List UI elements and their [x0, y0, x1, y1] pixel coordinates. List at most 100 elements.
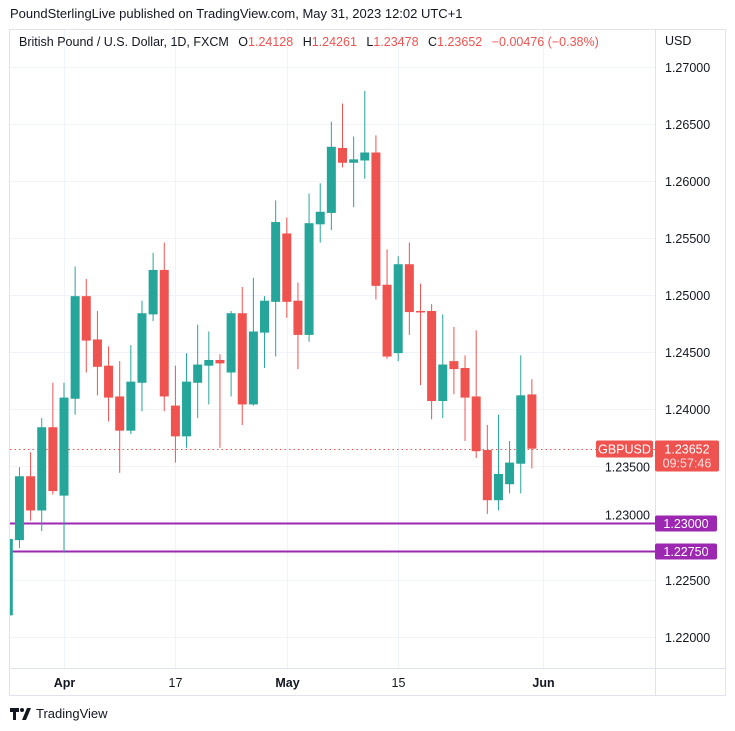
tradingview-brand[interactable]: TradingView: [36, 706, 108, 721]
candle-up[interactable]: [182, 353, 192, 448]
candle-down[interactable]: [471, 330, 481, 459]
candle-up[interactable]: [349, 136, 359, 208]
price-axis[interactable]: 1.27000 1.26500 1.26000 1.25500 1.25000 1.245…: [605, 61, 717, 645]
candle-up[interactable]: [4, 538, 13, 616]
candle-body: [104, 365, 114, 398]
candle-body: [14, 476, 24, 541]
change-value: −0.00476 (−0.38%): [491, 35, 599, 49]
candle-down[interactable]: [81, 279, 91, 373]
publish-line: PoundSterlingLive published on TradingVi…: [10, 6, 463, 21]
candle-up[interactable]: [260, 296, 270, 368]
candle-down[interactable]: [92, 310, 102, 396]
symbol-description[interactable]: British Pound / U.S. Dollar, 1D, FXCM: [19, 35, 229, 49]
candle-down[interactable]: [338, 103, 347, 168]
candle-up[interactable]: [14, 467, 24, 549]
candle-up[interactable]: [59, 382, 69, 553]
candle-up[interactable]: [315, 183, 325, 243]
candle-body: [226, 313, 236, 373]
candle-up[interactable]: [204, 331, 214, 405]
candle-up[interactable]: [226, 310, 236, 397]
candle-up[interactable]: [304, 193, 314, 342]
candle-down[interactable]: [482, 424, 492, 514]
candle-body: [37, 427, 47, 511]
candle-up[interactable]: [493, 414, 503, 511]
candle-up[interactable]: [516, 355, 526, 494]
price-tick-label: 1.27000: [665, 61, 710, 75]
candle-body: [182, 381, 192, 437]
countdown-label: 09:57:46: [663, 457, 712, 471]
close-value: 1.23652: [437, 35, 483, 49]
time-tick-label: Apr: [54, 676, 76, 690]
open-value: 1.24128: [248, 35, 294, 49]
candle-body: [382, 284, 392, 357]
candle-body: [282, 233, 292, 302]
candle-body: [26, 476, 36, 511]
footer: TradingView: [10, 706, 108, 721]
last-price-label: 1.23652: [664, 443, 709, 457]
candle-body: [260, 300, 270, 333]
time-axis[interactable]: Apr 17 May 15 Jun: [54, 676, 555, 690]
candle-down[interactable]: [382, 249, 392, 359]
candle-down[interactable]: [170, 365, 180, 463]
candle-up[interactable]: [70, 266, 80, 415]
candle-up[interactable]: [438, 314, 448, 419]
horizontal-levels[interactable]: [10, 449, 655, 553]
price-tick-label: 1.25500: [665, 232, 710, 246]
candle-down[interactable]: [282, 217, 292, 318]
candle-down[interactable]: [115, 361, 125, 473]
candle-body: [505, 462, 515, 485]
candle-up[interactable]: [148, 252, 158, 322]
candle-up[interactable]: [360, 90, 370, 179]
candle-down[interactable]: [415, 283, 425, 386]
level-price-badge: [655, 515, 717, 532]
candle-body: [193, 364, 203, 383]
candle-down[interactable]: [159, 242, 169, 412]
candle-up[interactable]: [37, 418, 47, 531]
candle-body: [338, 147, 347, 163]
currency-label[interactable]: USD: [665, 34, 692, 48]
high-value: 1.24261: [311, 35, 357, 49]
time-tick-label: May: [275, 676, 299, 690]
candle-body: [293, 300, 303, 335]
price-tick-label: 1.26500: [665, 118, 710, 132]
candle-body: [70, 296, 80, 399]
last-price-badge: [655, 440, 719, 472]
candle-down[interactable]: [427, 304, 437, 420]
candle-down[interactable]: [237, 287, 247, 425]
candle-up[interactable]: [393, 256, 403, 362]
price-tick-label: 1.23000: [605, 509, 650, 523]
candle-up[interactable]: [505, 440, 515, 494]
candle-up[interactable]: [137, 300, 147, 412]
candle-body: [215, 359, 225, 364]
candle-up[interactable]: [126, 345, 136, 435]
candle-up[interactable]: [193, 324, 203, 419]
candle-down[interactable]: [404, 242, 414, 335]
close-label: C: [428, 35, 438, 49]
price-tick-label: 1.22500: [665, 574, 710, 588]
candle-down[interactable]: [371, 135, 381, 300]
chart-frame: [9, 29, 726, 696]
candle-body: [237, 313, 247, 405]
candle-down[interactable]: [48, 382, 58, 495]
candle-down[interactable]: [460, 355, 470, 441]
price-tick-label: 1.24000: [665, 403, 710, 417]
open-label: O: [238, 35, 249, 49]
candle-down[interactable]: [26, 452, 36, 521]
candle-up[interactable]: [248, 277, 258, 406]
candle-down[interactable]: [449, 326, 459, 395]
price-tick-label: 1.26000: [665, 175, 710, 189]
candle-up[interactable]: [326, 121, 336, 231]
candle-body: [360, 152, 370, 161]
time-tick-label: 17: [169, 676, 183, 690]
candle-up[interactable]: [271, 200, 281, 357]
candle-body: [137, 313, 147, 383]
candle-down[interactable]: [293, 282, 303, 370]
candle-down[interactable]: [527, 379, 537, 469]
candle-down[interactable]: [215, 354, 225, 448]
candle-down[interactable]: [104, 346, 114, 422]
candle-body: [59, 397, 69, 496]
candle-group: [4, 90, 537, 616]
low-value: 1.23478: [373, 35, 419, 49]
